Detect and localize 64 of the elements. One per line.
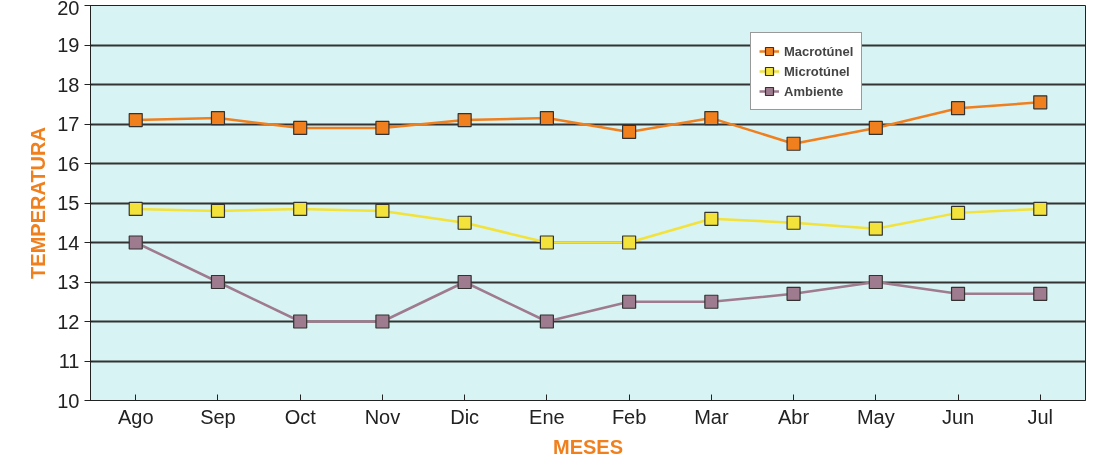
point bbox=[375, 203, 390, 218]
y-tick-label: 19 bbox=[57, 34, 80, 56]
point bbox=[868, 120, 883, 136]
point bbox=[457, 274, 472, 290]
y-tick-label: 10 bbox=[57, 389, 80, 412]
y-tick-label: 13 bbox=[57, 271, 80, 293]
point bbox=[128, 201, 143, 217]
y-tick-label: 11 bbox=[58, 350, 80, 372]
x-tick-label: Ago bbox=[117, 405, 154, 428]
legend-label: Microtúnel bbox=[784, 63, 850, 79]
point bbox=[786, 215, 801, 230]
point bbox=[950, 205, 966, 220]
point bbox=[210, 110, 226, 126]
x-tick-label: Jun bbox=[941, 405, 975, 428]
point bbox=[375, 314, 390, 329]
x-tick-label: Nov bbox=[364, 405, 401, 428]
point bbox=[1033, 286, 1048, 301]
y-tick-label: 16 bbox=[57, 152, 80, 175]
x-tick-label: Mar bbox=[694, 405, 729, 428]
point bbox=[539, 110, 554, 126]
point bbox=[128, 112, 143, 128]
point bbox=[622, 124, 637, 139]
point bbox=[293, 201, 308, 217]
x-tick-label: Dic bbox=[450, 405, 480, 428]
point bbox=[128, 235, 143, 250]
point bbox=[622, 294, 637, 309]
point bbox=[950, 286, 966, 301]
x-tick-label: Ene bbox=[529, 405, 565, 428]
point bbox=[210, 274, 226, 290]
point bbox=[210, 203, 226, 218]
point bbox=[704, 294, 719, 309]
point bbox=[457, 112, 472, 128]
x-tick-label: Abr bbox=[778, 405, 810, 428]
x-tick-label: Jul bbox=[1027, 405, 1054, 428]
y-tick-label: 18 bbox=[57, 73, 80, 96]
x-tick-label: Feb bbox=[611, 405, 647, 428]
point bbox=[704, 211, 719, 226]
point bbox=[868, 274, 883, 290]
y-tick-label: 20 bbox=[57, 0, 80, 19]
point bbox=[293, 120, 308, 136]
point bbox=[457, 215, 472, 230]
point bbox=[950, 101, 966, 116]
point bbox=[786, 136, 801, 151]
point bbox=[1033, 95, 1048, 110]
y-tick-label: 12 bbox=[57, 310, 80, 333]
point bbox=[375, 120, 390, 136]
x-tick-label: Sep bbox=[200, 405, 236, 428]
y-axis-title: TEMPERATURA bbox=[27, 127, 50, 279]
x-tick-label: Oct bbox=[284, 405, 317, 428]
point bbox=[868, 221, 883, 236]
point bbox=[293, 314, 308, 329]
point bbox=[539, 235, 554, 250]
y-tick-label: 14 bbox=[57, 231, 80, 254]
y-tick-label: 15 bbox=[57, 192, 80, 214]
y-tick-label: 17 bbox=[57, 113, 80, 135]
legend-label: Macrotúnel bbox=[784, 43, 854, 59]
point bbox=[1033, 201, 1048, 217]
point bbox=[622, 235, 637, 250]
legend-label: Ambiente bbox=[784, 83, 844, 99]
point bbox=[786, 286, 801, 301]
point bbox=[539, 314, 554, 329]
point bbox=[704, 110, 719, 126]
x-axis-title: MESES bbox=[552, 435, 624, 458]
x-tick-label: May bbox=[856, 405, 895, 428]
